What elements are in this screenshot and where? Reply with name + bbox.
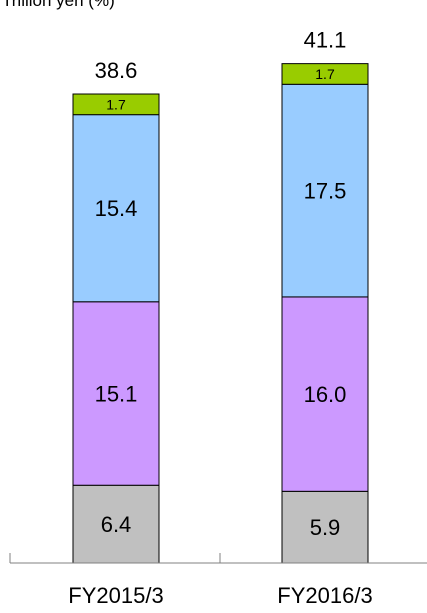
segment-value-label: 15.1	[95, 382, 138, 407]
bar-segment	[72, 114, 160, 303]
total-value-label: 38.6	[95, 58, 138, 83]
labels-layer: 6.4 15.1 15.4 1.7 38.6 FY2015/3 5.9 16.0 17.5 1.7…	[68, 28, 372, 608]
category-tick-label: FY2016/3	[277, 583, 372, 608]
category-tick-label: FY2015/3	[68, 583, 163, 608]
segment-value-label: 15.4	[95, 196, 138, 221]
unit-label-text: Trillion yen (%)	[2, 0, 115, 10]
bar-segment	[72, 93, 160, 116]
segment-value-label: 1.7	[315, 66, 335, 82]
segment-value-label: 1.7	[106, 96, 126, 112]
x-axis	[9, 553, 427, 564]
segment-value-label: 16.0	[304, 382, 347, 407]
unit-label: Trillion yen (%)	[0, 0, 260, 14]
bar-segment	[281, 63, 369, 85]
segment-value-label: 6.4	[101, 512, 132, 537]
total-value-label: 41.1	[304, 28, 347, 53]
segment-value-label: 5.9	[310, 515, 341, 540]
bar-segment	[72, 301, 160, 486]
segment-value-label: 17.5	[304, 179, 347, 204]
bars-layer	[72, 63, 369, 564]
